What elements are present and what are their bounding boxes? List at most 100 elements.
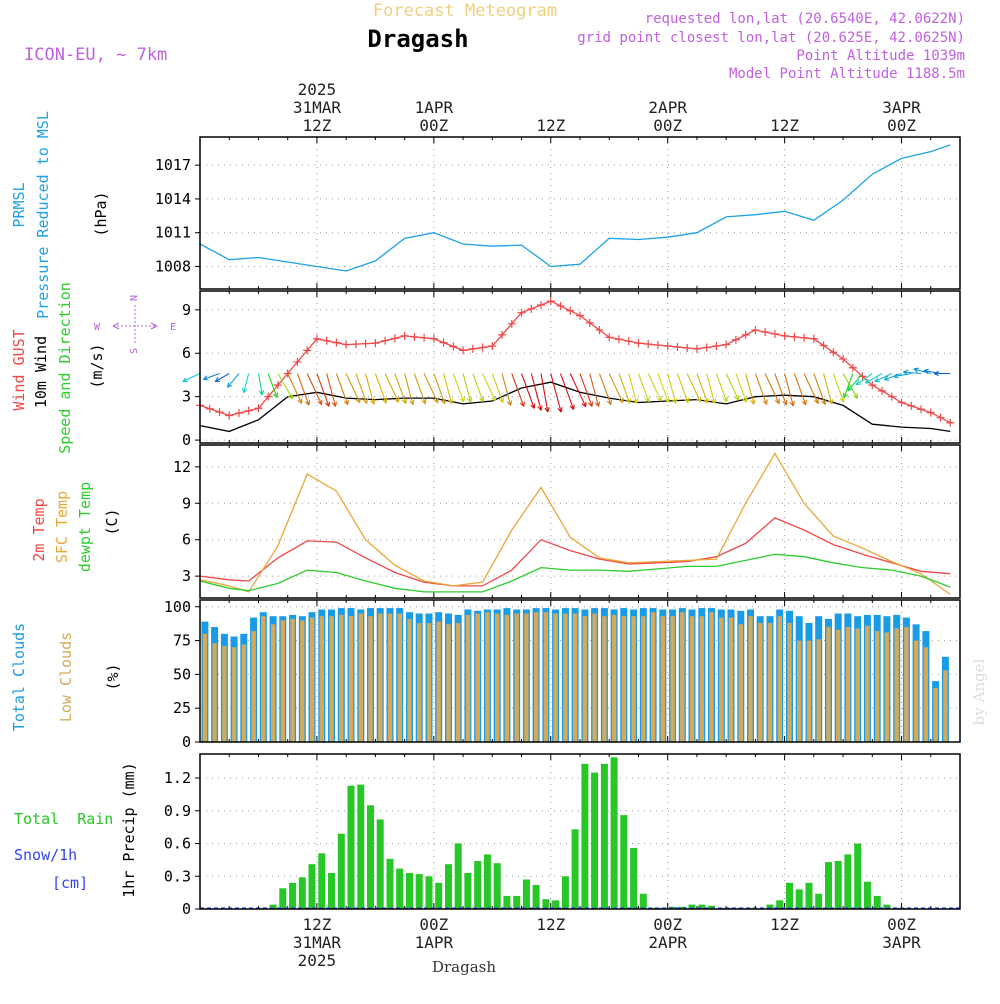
gust-marker [264,392,273,401]
bottom-axis-label: 3APR [882,933,921,952]
precip-ytick-label: 1.2 [164,769,191,787]
wind-arrow [413,373,427,405]
rain-bar [883,904,891,909]
gust-marker [244,406,253,415]
rain-bar [464,873,472,909]
precip-ytick-label: 0.6 [164,835,191,853]
bottom-axis-label: 12Z [536,915,565,934]
gust-marker [605,333,614,342]
low_clouds-bar [894,628,899,742]
low_clouds-bar [621,616,627,742]
clouds-frame [199,599,961,743]
rain-bar [415,874,423,909]
wind-arrow [803,373,819,405]
pressure-ytick-label: 1008 [155,257,191,275]
wind-line [199,381,951,433]
gust-marker [537,300,546,309]
gust-marker [780,331,789,340]
bottom-axis-label: 12Z [302,915,331,934]
low_clouds-bar [816,639,821,742]
gust-marker [322,336,331,345]
top-axis-label: 2APR [648,98,687,117]
wind-arrow [462,373,473,403]
low_clouds-bar [290,618,295,742]
rain-bar [513,895,521,909]
top-axis-label: 2025 [298,80,337,99]
gust-marker [400,331,409,340]
cloud-label-low: Low Clouds [57,632,75,722]
temp-ytick-label: 12 [173,458,191,476]
low_clouds-bar [212,643,217,742]
clouds-ytick-label: 25 [173,699,191,717]
product-title: Forecast Meteogram [373,1,557,21]
compass-west-arrow [112,322,120,330]
gust-marker [342,340,351,349]
precip-ytick-label: 0.9 [164,802,191,820]
wind-arrow [608,373,624,404]
low_clouds-bar [280,620,285,742]
dewpt-line [199,553,951,593]
gust-marker [371,339,380,348]
gust-marker [576,311,584,320]
low_clouds-bar [251,631,256,742]
gust-marker [420,333,429,342]
rain-bar [776,900,784,909]
wind-arrow [530,373,543,411]
bottom-axis-label: 00Z [419,915,448,934]
wind-arrow [374,373,388,404]
gust-marker [585,318,594,327]
gust-marker [887,392,896,401]
rain-bar [600,763,608,909]
wind-arrow [715,373,728,403]
pressure-line [199,144,951,272]
rain-bar [522,879,530,909]
wind-arrow [696,373,709,404]
clouds-ytick-label: 0 [182,733,191,751]
wind-arrow [316,373,330,407]
footer-location: Dragash [432,958,496,976]
precip-panel: 0 0.3 0.6 0.9 1.2 [164,753,961,918]
pressure-side-labels: PRMSL Pressure Reduced to MSL (hPa) [10,111,110,319]
low_clouds-bar [572,613,578,742]
low_clouds-bar [222,646,227,742]
low_clouds-bar [456,623,461,742]
low_clouds-bar [767,623,773,742]
gust-marker [663,342,672,351]
gust-marker [556,301,565,310]
gust-marker [761,328,770,337]
low_clouds-bar [631,616,636,742]
wind-arrow [913,367,931,375]
rain-bar [483,854,491,909]
gust-marker [410,332,419,341]
top-axis-label: 12Z [536,116,565,135]
gust-marker [595,326,604,335]
gust-marker [683,343,692,352]
gust-marker [653,341,662,350]
wind-arrow [287,373,303,404]
wind-label-speed-dir: Speed and Direction [56,282,74,454]
rain-bar [639,893,647,909]
gust-marker [381,336,390,345]
rain-bar [786,882,793,909]
temp-ytick-label: 9 [182,494,191,512]
wind-label-gust: Wind GUST [10,329,28,410]
low_clouds-bar [650,612,656,742]
pressure-ytick-label: 1017 [155,156,191,174]
wind-arrow [883,372,902,381]
wind-arrow [637,373,650,403]
gust-marker [839,355,848,364]
low_clouds-bar [738,624,743,742]
rain-bar [298,877,306,909]
pressure-ytick-label: 1014 [155,190,191,208]
precip-label-cm: [cm] [52,874,88,892]
bottom-axis-label: 12Z [770,915,799,934]
gust-marker [946,418,955,427]
precip-frame [199,753,961,910]
wind-arrow [628,373,639,404]
gust-marker [478,343,487,352]
low_clouds-bar [553,613,558,742]
gust-marker [897,398,906,407]
wind-arrow [735,373,748,403]
wind-arrow [355,373,368,405]
info-line-requested: requested lon,lat (20.6540E, 42.0622N) [645,11,965,27]
